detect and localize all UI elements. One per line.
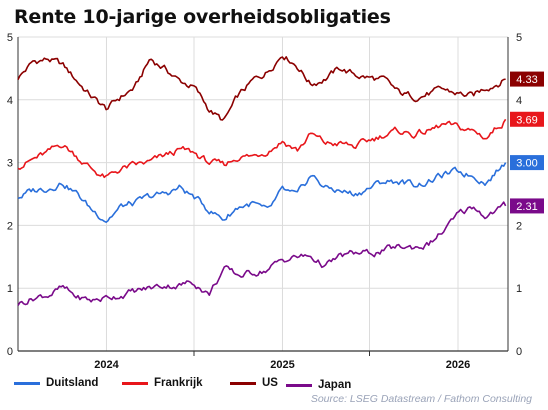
legend-label-us: US xyxy=(262,377,278,389)
y-tick-right-2: 2 xyxy=(516,220,522,232)
end-label-frankrijk: 3.69 xyxy=(516,114,537,126)
legend-label-japan: Japan xyxy=(318,379,352,391)
legend-swatch-frankrijk xyxy=(122,381,148,385)
series-lines xyxy=(17,56,507,306)
legend-item-japan: Japan xyxy=(286,379,351,391)
legend-item-frankrijk: Frankrijk xyxy=(122,377,203,389)
x-tick-label-2026: 2026 xyxy=(446,359,470,371)
legend-swatch-duitsland xyxy=(14,381,40,385)
x-tick-label-2025: 2025 xyxy=(270,359,294,371)
series-line-japan xyxy=(17,201,507,306)
end-label-box-japan xyxy=(510,198,544,214)
legend-swatch-japan xyxy=(286,383,312,387)
end-labels: 4.33 3.69 3.00 2.31 xyxy=(510,71,544,214)
end-label-box-frankrijk xyxy=(510,111,544,127)
source-note: Source: LSEG Datastream / Fathom Consult… xyxy=(310,393,532,405)
end-label-box-duitsland xyxy=(510,155,544,171)
legend-label-frankrijk: Frankrijk xyxy=(154,377,203,389)
legend-label-duitsland: Duitsland xyxy=(46,377,99,389)
end-label-box-us xyxy=(510,71,544,87)
y-tick-right-1: 1 xyxy=(516,283,522,295)
y-tick-left-5: 5 xyxy=(7,32,13,44)
axes: 001122334455202420252026 xyxy=(7,32,522,371)
y-tick-left-4: 4 xyxy=(7,95,13,107)
legend: Duitsland Frankrijk US Japan xyxy=(14,373,444,403)
legend-item-us: US xyxy=(230,377,278,389)
y-tick-right-5: 5 xyxy=(516,32,522,44)
y-tick-left-3: 3 xyxy=(7,158,13,170)
y-tick-right-4: 4 xyxy=(516,95,522,107)
series-line-frankrijk xyxy=(17,118,507,179)
y-tick-left-2: 2 xyxy=(7,220,13,232)
y-tick-right-0: 0 xyxy=(516,346,522,358)
y-tick-left-0: 0 xyxy=(7,346,13,358)
chart-title: Rente 10-jarige overheidsobligaties xyxy=(14,6,391,28)
x-tick-label-2024: 2024 xyxy=(94,359,119,371)
end-label-duitsland: 3.00 xyxy=(516,158,537,170)
end-label-japan: 2.31 xyxy=(516,201,537,213)
grid xyxy=(18,36,508,352)
y-tick-left-1: 1 xyxy=(7,283,13,295)
series-line-us xyxy=(17,56,506,121)
end-label-us: 4.33 xyxy=(516,74,537,86)
series-line-duitsland xyxy=(17,162,507,223)
legend-item-duitsland: Duitsland xyxy=(14,377,98,389)
legend-swatch-us xyxy=(230,381,256,385)
